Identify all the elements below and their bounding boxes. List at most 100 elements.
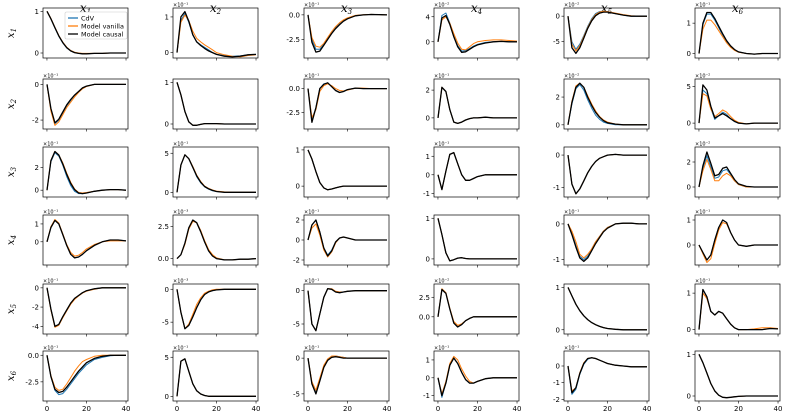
- series-line-model-causal: [567, 222, 647, 263]
- y-tick-label: -5: [293, 390, 300, 398]
- panel-r2-c5: 0 2 ×10⁻²: [556, 74, 650, 132]
- y-tick-label: 2.5: [158, 223, 169, 231]
- axis-multiplier: ×10⁻²: [695, 74, 710, 80]
- series-line-model-vanilla: [437, 218, 517, 262]
- y-tick-label: 0: [35, 284, 39, 292]
- axes-frame: [172, 214, 259, 266]
- series-line-model-causal: [698, 354, 778, 399]
- panel-r5-c6: 1 0 ×10⁻¹: [687, 279, 781, 337]
- axes-frame: [563, 214, 650, 266]
- axis-multiplier: ×10⁻¹: [173, 346, 188, 352]
- axes-frame: [172, 146, 259, 198]
- y-tick-label: -1: [553, 184, 560, 192]
- y-tick-label: 2: [296, 217, 300, 225]
- row-label-x6: x6: [6, 370, 18, 381]
- y-tick-label: 0: [426, 374, 430, 382]
- axis-multiplier: ×10⁻¹: [43, 346, 58, 352]
- y-tick-label: -1: [423, 392, 430, 400]
- y-tick-label: 0: [165, 286, 169, 294]
- series-line-model-causal: [307, 82, 387, 123]
- y-tick-label: -5: [162, 319, 169, 327]
- series-line-model-causal: [176, 288, 256, 330]
- series-line-model-vanilla: [567, 10, 647, 52]
- panel-r3-c4: 1 0 -1 ×10⁻¹: [423, 142, 520, 200]
- axes-frame: [42, 283, 129, 335]
- y-tick-label: 0: [35, 238, 39, 246]
- axes-frame: [694, 7, 781, 59]
- series-line-cdv: [46, 287, 126, 327]
- y-tick-label: -1: [553, 379, 560, 387]
- axes-frame: [433, 146, 520, 198]
- axes-frame: [42, 78, 129, 130]
- series-line-model-vanilla: [46, 151, 127, 194]
- axis-multiplier: ×10⁻²: [564, 74, 579, 80]
- series-line-cdv: [176, 358, 256, 397]
- axes-frame: [694, 214, 781, 266]
- column-title-x4: x4: [471, 1, 482, 16]
- x-tick-label: 20: [343, 405, 352, 413]
- series-line-cdv: [307, 13, 388, 50]
- y-tick-label: 4: [426, 13, 431, 21]
- series-line-model-causal: [567, 287, 647, 331]
- axes-frame: [433, 214, 520, 266]
- column-title-x5: x5: [601, 1, 613, 16]
- axes-frame: [303, 7, 390, 59]
- series-line-cdv: [176, 154, 256, 193]
- series-line-model-vanilla: [698, 19, 778, 55]
- y-tick-label: 1: [165, 79, 169, 87]
- panel-r5-c1: 0 -2 -4 ×10⁻¹: [32, 279, 129, 337]
- row-label-x1: x1: [6, 28, 18, 38]
- series-line-cdv: [46, 83, 126, 125]
- x-tick-label: 0: [697, 405, 701, 413]
- y-tick-label: -2.5: [286, 36, 300, 44]
- axis-multiplier: ×10⁻¹: [43, 210, 58, 216]
- x-tick-label: 40: [122, 405, 131, 413]
- x-tick-label: 0: [436, 405, 440, 413]
- axis-multiplier: ×10⁻²: [695, 142, 710, 148]
- series-line-cdv: [46, 354, 126, 396]
- series-line-model-causal: [437, 357, 517, 397]
- y-tick-label: 1: [556, 284, 560, 292]
- y-tick-label: 1: [687, 217, 691, 225]
- series-line-model-vanilla: [176, 82, 256, 126]
- series-line-model-causal: [307, 288, 387, 332]
- axis-multiplier: ×10⁻¹: [695, 279, 710, 285]
- y-tick-label: -1: [423, 190, 430, 198]
- series-line-model-vanilla: [307, 288, 387, 332]
- series-line-model-vanilla: [698, 93, 778, 125]
- y-tick-label: 5: [165, 150, 169, 158]
- y-tick-label: -1: [553, 256, 560, 264]
- y-tick-label: 0: [165, 189, 169, 197]
- series-line-model-causal: [307, 13, 388, 53]
- series-line-model-vanilla: [698, 354, 778, 399]
- panel-r1-c3: 0.0 -2.5 ×10⁻¹: [286, 3, 390, 61]
- y-tick-label: 0: [556, 121, 560, 129]
- series-line-model-vanilla: [307, 149, 387, 191]
- axes-frame: [694, 283, 781, 335]
- y-tick-label: 1: [687, 290, 691, 298]
- panel-r1-c1: 01: [35, 7, 129, 61]
- axis-multiplier: ×10⁻¹: [434, 346, 449, 352]
- y-tick-label: 1: [35, 220, 39, 228]
- y-tick-label: 0: [296, 237, 300, 245]
- axes-frame: [433, 350, 520, 402]
- series-line-model-causal: [698, 219, 778, 261]
- x-tick-label: 20: [603, 405, 612, 413]
- y-tick-label: 5: [165, 354, 169, 362]
- series-line-cdv: [307, 355, 387, 393]
- y-tick-label: 0: [35, 81, 39, 89]
- series-line-model-causal: [46, 287, 126, 327]
- axes-frame: [303, 350, 390, 402]
- x-tick-label: 20: [212, 405, 221, 413]
- series-line-cdv: [567, 84, 647, 126]
- axes-frame: [42, 7, 129, 59]
- panel-r2-c6: 0 5 ×10⁻²: [687, 74, 781, 132]
- panel-r2-c4: 0 2 ×10⁻¹: [426, 74, 520, 132]
- y-tick-label: 0: [556, 13, 560, 21]
- panel-r3-c6: 2 0 ×10⁻²: [687, 142, 781, 200]
- axes-frame: [433, 7, 520, 59]
- panel-r5-c5: 10: [556, 283, 650, 337]
- axes-frame: [563, 78, 650, 130]
